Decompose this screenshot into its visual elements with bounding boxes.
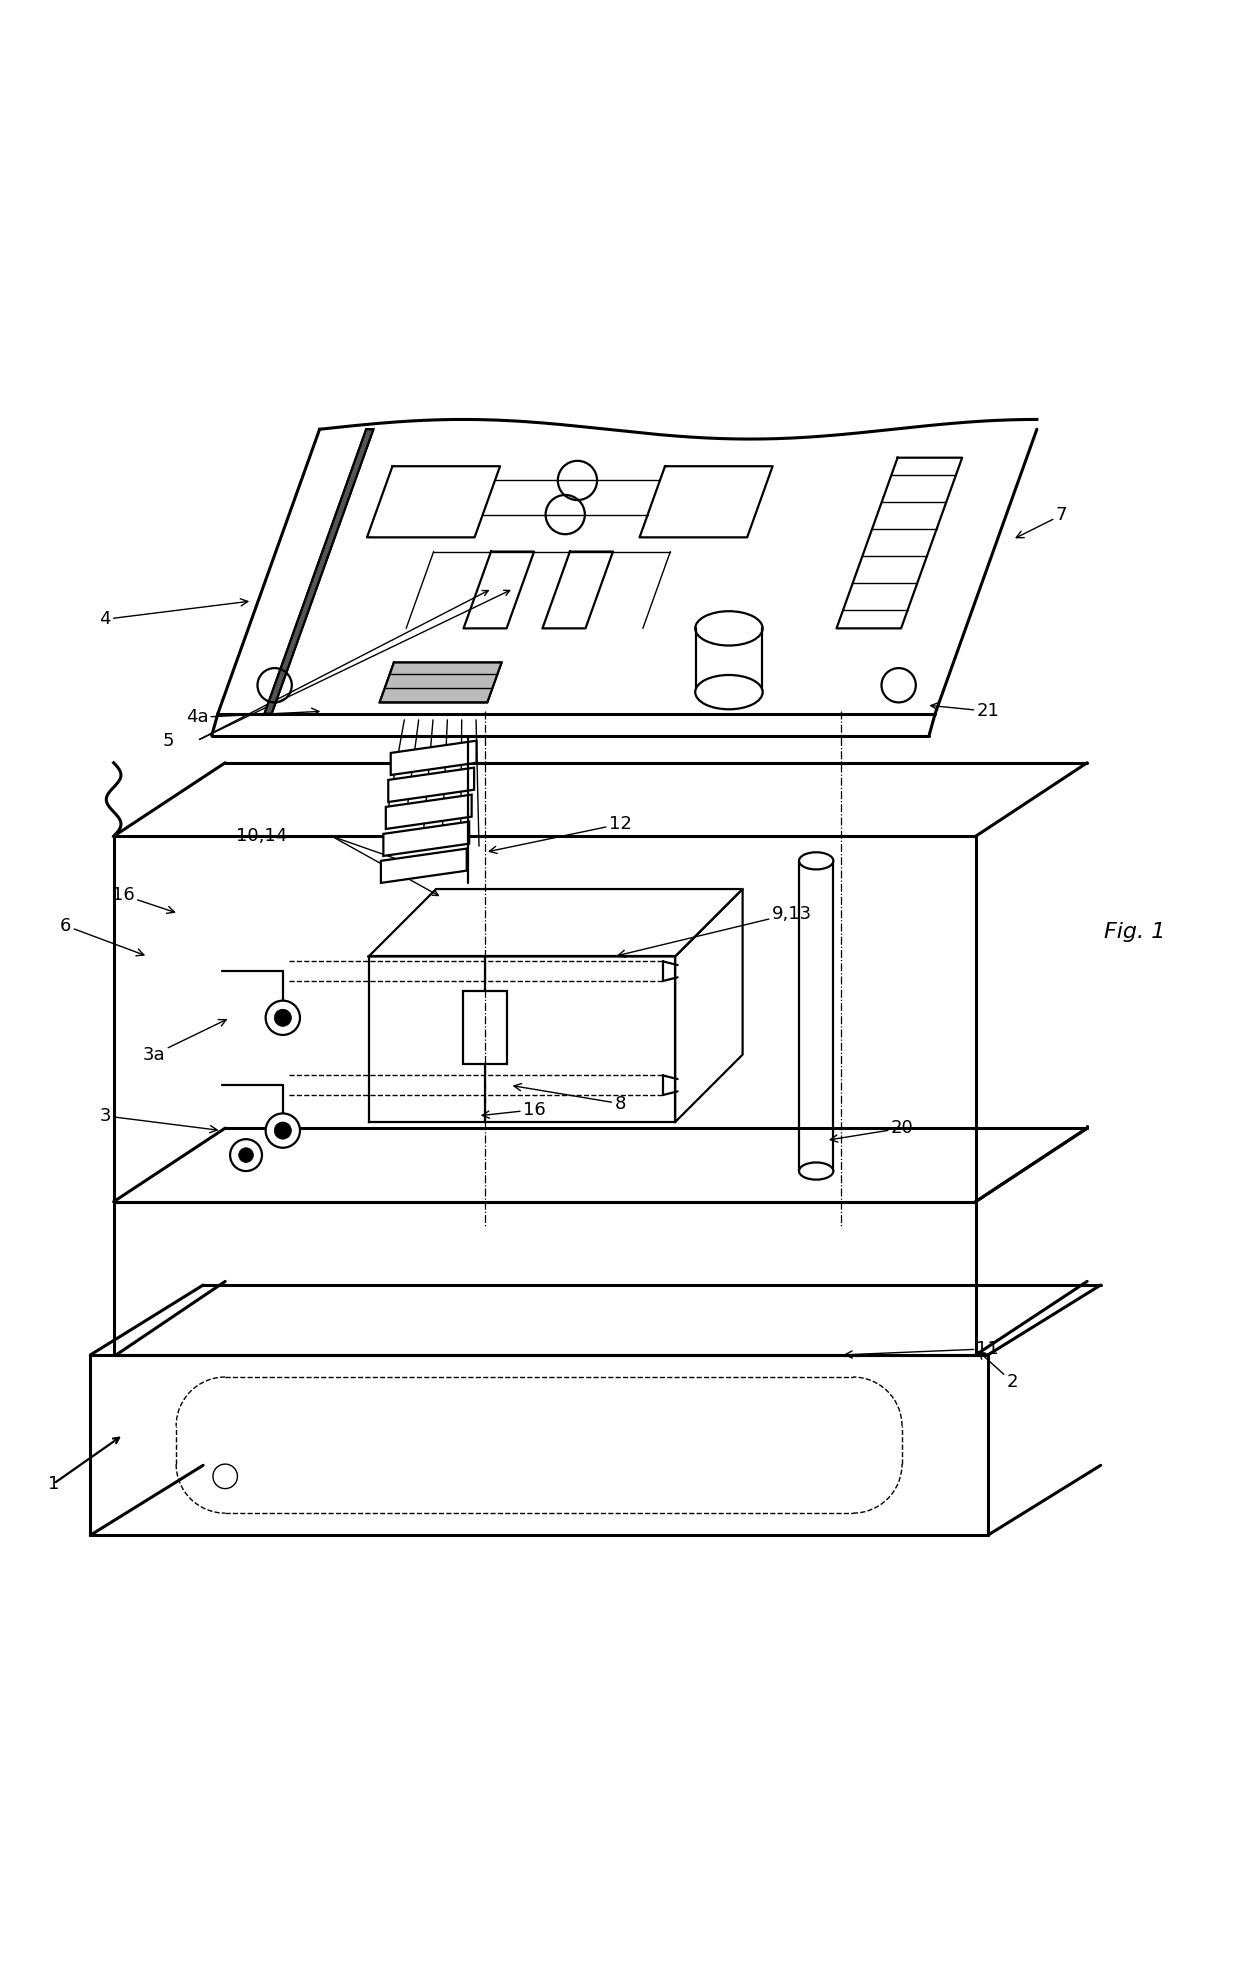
Polygon shape: [386, 795, 471, 830]
Text: 4: 4: [99, 598, 248, 628]
Polygon shape: [381, 850, 466, 883]
Text: 20: 20: [831, 1118, 914, 1142]
Text: 7: 7: [1017, 506, 1068, 538]
Polygon shape: [264, 430, 373, 714]
Text: 5: 5: [162, 732, 175, 749]
Circle shape: [265, 1112, 300, 1148]
Polygon shape: [391, 742, 476, 775]
Text: 1: 1: [48, 1475, 60, 1493]
Text: Fig. 1: Fig. 1: [1105, 922, 1166, 942]
Polygon shape: [383, 822, 469, 855]
Text: 21: 21: [931, 702, 999, 720]
Bar: [463, 991, 507, 1063]
Ellipse shape: [799, 852, 833, 869]
Text: 12: 12: [490, 814, 631, 853]
Ellipse shape: [696, 675, 763, 710]
Ellipse shape: [799, 1162, 833, 1179]
Circle shape: [238, 1148, 253, 1162]
Text: 16: 16: [482, 1101, 546, 1118]
Text: 2: 2: [978, 1352, 1018, 1391]
Polygon shape: [388, 767, 474, 802]
Circle shape: [265, 1001, 300, 1034]
Text: 4a: 4a: [186, 708, 319, 726]
Text: 3a: 3a: [143, 1020, 226, 1063]
Circle shape: [231, 1140, 262, 1171]
Text: 9,13: 9,13: [618, 904, 812, 957]
Text: 3: 3: [99, 1107, 217, 1132]
Text: 6: 6: [60, 916, 144, 955]
Text: 11: 11: [844, 1340, 999, 1358]
Circle shape: [274, 1122, 291, 1140]
Text: 8: 8: [513, 1083, 626, 1112]
Text: 10,14: 10,14: [237, 828, 288, 846]
Polygon shape: [379, 663, 501, 702]
Circle shape: [274, 1008, 291, 1026]
Text: 16: 16: [112, 887, 175, 914]
